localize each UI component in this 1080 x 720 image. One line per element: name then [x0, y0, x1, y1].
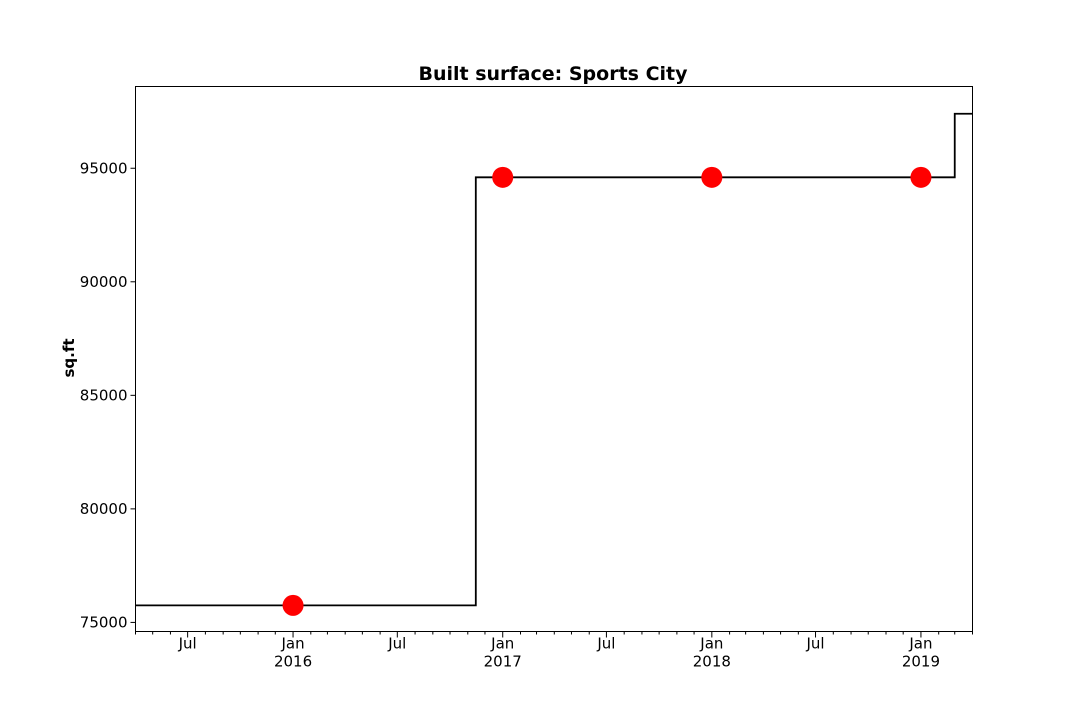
x-tick-label: Jul	[178, 635, 197, 653]
y-tick-label: 80000	[80, 500, 128, 518]
x-tick-label: Jan	[280, 635, 304, 653]
axes-frame	[135, 86, 973, 632]
y-tick-label: 75000	[80, 613, 128, 631]
y-tick-label: 85000	[80, 386, 128, 404]
data-point-marker	[910, 166, 932, 188]
plot-area	[135, 112, 973, 616]
x-tick-label: Jan	[908, 635, 932, 653]
x-tick-label: Jul	[387, 635, 406, 653]
x-tick-year-label: 2018	[693, 653, 731, 671]
x-tick-year-label: 2019	[902, 653, 940, 671]
x-tick-year-label: 2016	[274, 653, 312, 671]
x-tick-label: Jan	[699, 635, 723, 653]
y-axis-label: sq.ft	[60, 338, 78, 377]
y-tick-label: 95000	[80, 159, 128, 177]
data-point-marker	[282, 594, 304, 616]
x-tick-label: Jul	[805, 635, 824, 653]
x-tick-label: Jan	[490, 635, 514, 653]
y-tick-label: 90000	[80, 273, 128, 291]
step-line-series	[135, 112, 973, 607]
data-point-marker	[492, 166, 514, 188]
data-point-marker	[701, 166, 723, 188]
x-tick-year-label: 2017	[484, 653, 522, 671]
x-tick-label: Jul	[596, 635, 615, 653]
chart-title: Built surface: Sports City	[418, 63, 688, 85]
